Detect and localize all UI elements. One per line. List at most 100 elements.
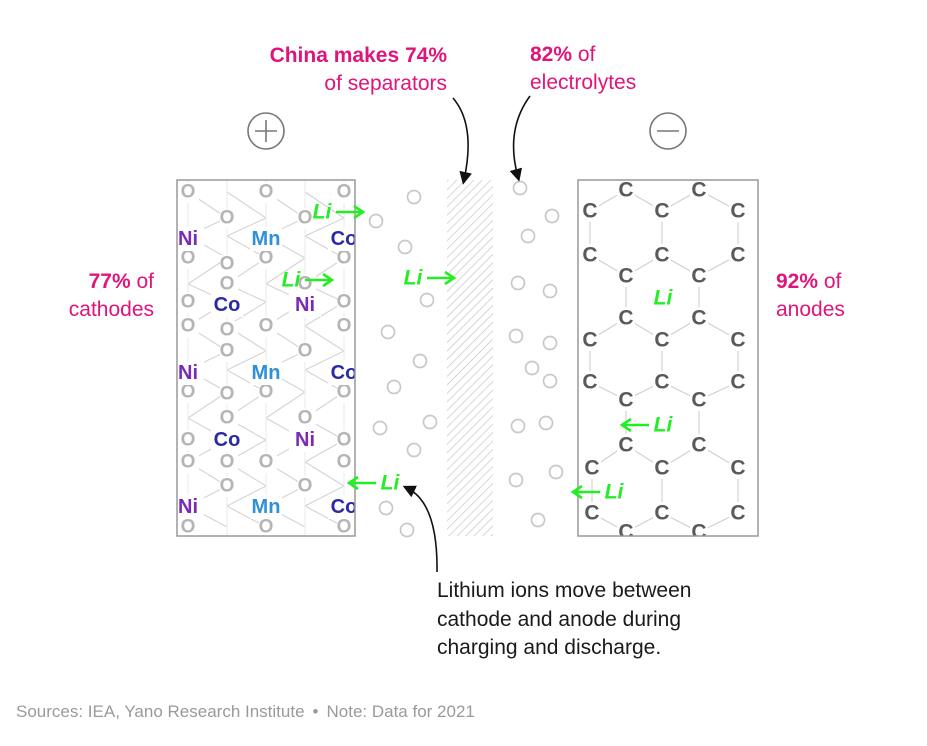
electrolyte-particle xyxy=(422,414,438,430)
note-pointer-arrow xyxy=(402,485,438,573)
electrolyte-particles xyxy=(368,180,564,538)
carbon-backdrop xyxy=(617,434,635,456)
manganese-atom: Mn xyxy=(252,362,281,384)
oxygen-backdrop xyxy=(337,431,355,451)
separators-annotation: China makes 74% of separators xyxy=(215,42,447,98)
carbon-backdrop xyxy=(729,329,747,351)
nickel-atom: Ni xyxy=(295,429,315,451)
oxygen-atom: O xyxy=(337,517,352,538)
electrolyte-particle xyxy=(542,335,558,351)
oxygen-atom: O xyxy=(181,517,196,538)
cobalt-atom: Co xyxy=(214,294,241,316)
oxygen-backdrop xyxy=(220,385,238,405)
oxygen-backdrop xyxy=(259,317,277,337)
metal-backdrop xyxy=(289,428,321,452)
carbon-backdrop xyxy=(690,265,708,287)
bond-line xyxy=(304,461,345,487)
electrolyte-particle xyxy=(524,360,540,376)
oxygen-atom: O xyxy=(298,208,313,229)
electrolyte-particle xyxy=(406,189,422,205)
manganese-atom: Mn xyxy=(252,496,281,518)
oxygen-atom: O xyxy=(181,316,196,337)
negative-terminal-icon xyxy=(649,112,687,150)
carbon-atom: C xyxy=(730,371,745,394)
oxygen-atom: O xyxy=(337,182,352,203)
anodes-of: of xyxy=(818,270,842,293)
footer: Sources: IEA, Yano Research Institute • No… xyxy=(16,702,475,722)
oxygen-backdrop xyxy=(220,209,238,229)
oxygen-backdrop xyxy=(337,293,355,313)
lithium-ion: Li xyxy=(346,472,401,495)
oxygen-atom: O xyxy=(259,316,274,337)
carbon-atom: C xyxy=(691,265,706,288)
nickel-atom: Ni xyxy=(295,294,315,316)
lithium-label: Li xyxy=(654,414,674,437)
oxygen-atom: O xyxy=(181,182,196,203)
carbon-backdrop xyxy=(653,457,671,479)
electrolyte-particle xyxy=(378,500,394,516)
nickel-atom: Ni xyxy=(178,228,198,250)
carbon-atom: C xyxy=(691,521,706,544)
oxygen-backdrop xyxy=(220,255,238,275)
electrolytes-of: of xyxy=(572,43,596,66)
lithium-label: Li xyxy=(381,472,401,495)
bond-line xyxy=(265,391,306,419)
left-arrow-icon xyxy=(346,475,376,491)
carbon-backdrop xyxy=(617,389,635,411)
electrolyte-particle xyxy=(412,353,428,369)
oxygen-backdrop xyxy=(259,183,277,203)
carbon-atom: C xyxy=(691,307,706,330)
cathodes-percent: 77% xyxy=(88,270,131,293)
oxygen-atom: O xyxy=(298,341,313,362)
carbon-atom: C xyxy=(582,244,597,267)
lithium-label: Li xyxy=(605,481,625,504)
oxygen-backdrop xyxy=(259,383,277,403)
left-arrow-icon xyxy=(619,417,649,433)
oxygen-atom: O xyxy=(337,248,352,269)
carbon-backdrop xyxy=(581,244,599,266)
carbon-atom: C xyxy=(584,457,599,480)
metal-backdrop xyxy=(177,227,204,251)
cathodes-of: of xyxy=(130,270,154,293)
bond-line xyxy=(265,257,306,285)
carbon-backdrop xyxy=(617,521,635,536)
nickel-atom: Ni xyxy=(178,496,198,518)
carbon-atom: C xyxy=(618,521,633,544)
metal-backdrop xyxy=(250,495,282,519)
oxygen-atom: O xyxy=(220,254,235,275)
oxygen-backdrop xyxy=(220,453,238,473)
anodes-annotation: 92% of anodes xyxy=(776,268,845,324)
carbon-atom: C xyxy=(654,457,669,480)
carbon-atom: C xyxy=(618,265,633,288)
electrolyte-particle xyxy=(406,442,422,458)
oxygen-atom: O xyxy=(220,384,235,405)
oxygen-backdrop xyxy=(298,209,316,229)
separators-label: of separators xyxy=(324,72,447,95)
oxygen-atom: O xyxy=(220,208,235,229)
carbon-backdrop xyxy=(653,502,671,524)
metal-backdrop xyxy=(328,227,355,251)
footer-sources: Sources: IEA, Yano Research Institute xyxy=(16,702,305,721)
positive-terminal-icon xyxy=(247,112,285,150)
oxygen-backdrop xyxy=(220,321,238,341)
oxygen-backdrop xyxy=(337,317,355,337)
oxygen-atom: O xyxy=(259,452,274,473)
oxygen-atom: O xyxy=(181,430,196,451)
oxygen-backdrop xyxy=(181,518,199,536)
cobalt-atom: Co xyxy=(214,429,241,451)
carbon-backdrop xyxy=(581,200,599,222)
oxygen-backdrop xyxy=(298,342,316,362)
lithium-label: Li xyxy=(404,267,424,290)
electrolyte-particle xyxy=(508,472,524,488)
electrolyte-particle xyxy=(510,418,526,434)
cobalt-atom: Co xyxy=(331,362,358,384)
electrolyte-particle xyxy=(508,328,524,344)
bond-line xyxy=(226,350,267,371)
lithium-label: Li xyxy=(313,201,333,224)
right-arrow-icon xyxy=(305,272,335,288)
electrolyte-pointer-arrow xyxy=(509,95,531,182)
carbon-atom: C xyxy=(618,389,633,412)
oxygen-backdrop xyxy=(337,383,355,403)
metal-backdrop xyxy=(289,293,321,317)
